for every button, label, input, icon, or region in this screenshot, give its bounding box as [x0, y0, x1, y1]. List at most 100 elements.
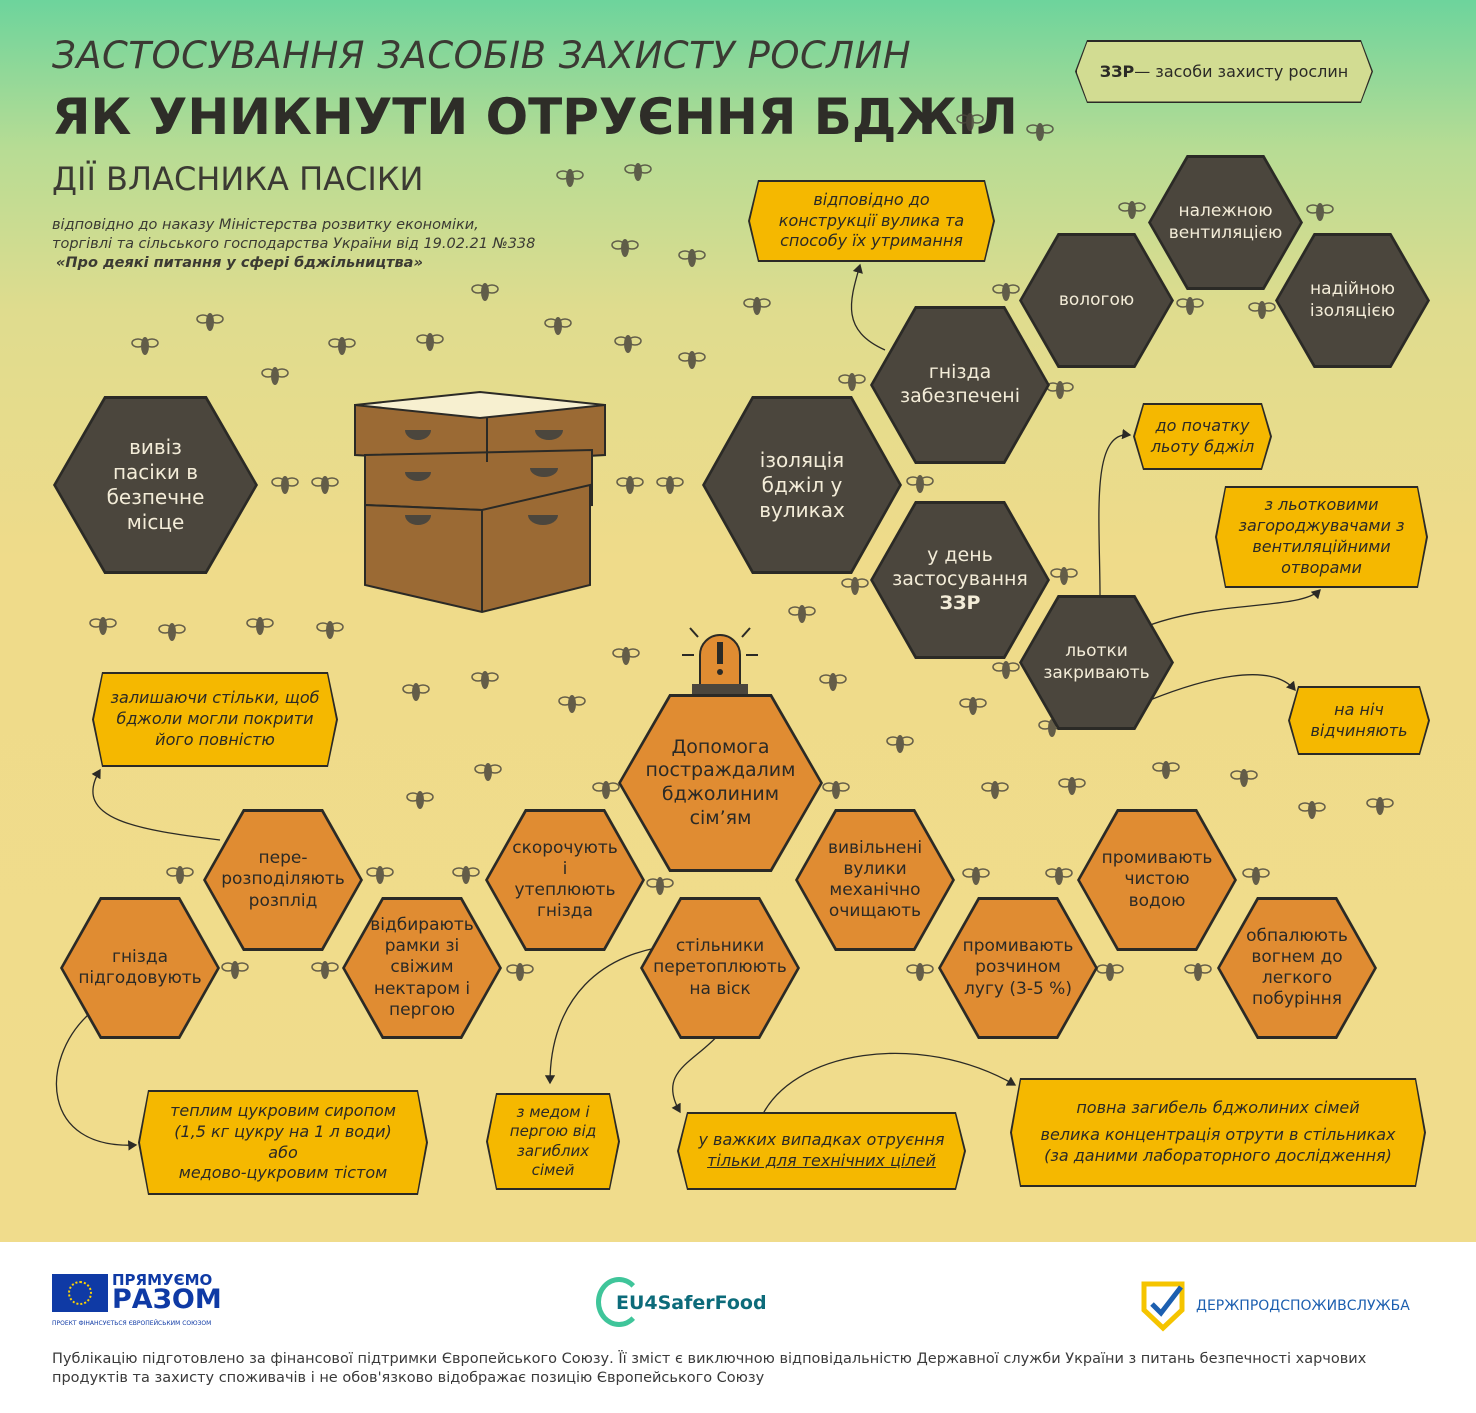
bee-icon: [452, 866, 480, 884]
callout-text: медово-цукровим тістом: [178, 1163, 388, 1183]
bee-icon: [474, 763, 502, 781]
bee-icon: [1096, 963, 1124, 981]
callout-barriers: з льотковими загороджувачами з вентиляці…: [1215, 486, 1428, 588]
bee-icon: [886, 735, 914, 753]
badge-text: — засоби захисту рослин: [1134, 62, 1349, 81]
beehive-illustration: [354, 390, 606, 614]
bee-icon: [1045, 867, 1073, 885]
hex-text: у день застосування: [892, 544, 1028, 591]
hex-ventilation: належною вентиляцією: [1148, 155, 1303, 290]
bee-icon: [981, 781, 1009, 799]
bee-icon: [471, 671, 499, 689]
bee-icon: [328, 337, 356, 355]
bee-icon: [624, 163, 652, 181]
bee-icon: [1026, 123, 1054, 141]
shield-check-icon: [1141, 1281, 1185, 1332]
bee-icon: [1306, 203, 1334, 221]
bee-icon: [131, 337, 159, 355]
hex-redistribute-brood: пере-розподіляють розплід: [203, 809, 363, 951]
callout-death: повна загибель бджолиних сімей велика кон…: [1010, 1078, 1426, 1187]
bee-icon: [246, 617, 274, 635]
ref-line: «Про деякі питання у сфері бджільництва»: [56, 255, 423, 271]
bee-icon: [838, 373, 866, 391]
bee-icon: [1230, 769, 1258, 787]
bee-icon: [402, 683, 430, 701]
callout-syrup: теплим цукровим сиропом (1,5 кг цукру на …: [138, 1090, 428, 1195]
bee-icon: [646, 877, 674, 895]
bee-icon: [1298, 801, 1326, 819]
bee-icon: [906, 475, 934, 493]
bee-icon: [906, 963, 934, 981]
badge-abbr: ЗЗР: [1099, 62, 1135, 81]
subtitle: ДІЇ ВЛАСНИКА ПАСІКИ: [52, 160, 424, 198]
bee-icon: [611, 239, 639, 257]
bee-icon: [221, 961, 249, 979]
bee-icon: [544, 317, 572, 335]
ref-line: торгівлі та сільського господарства Укра…: [52, 236, 536, 252]
callout-text: велика концентрація отрути в стільниках: [1040, 1125, 1396, 1145]
hex-moisture: вологою: [1019, 233, 1174, 368]
disclaimer: Публікацію підготовлено за фінансової пі…: [52, 1351, 1367, 1386]
bee-icon: [316, 621, 344, 639]
bee-icon: [819, 673, 847, 691]
bee-icon: [406, 791, 434, 809]
hex-text: ЗЗР: [939, 591, 981, 614]
connectors-and-illustrations: [55, 113, 1394, 1151]
hex-clean-hives: вивільнені вулики механічно очищають: [795, 809, 955, 951]
eu-logo-text: ПРЯМУЄМО: [112, 1271, 213, 1289]
bee-icon: [612, 647, 640, 665]
bee-icon: [1176, 297, 1204, 315]
bee-icon: [89, 617, 117, 635]
callout-leaving: залишаючи стільки, щоб бджоли могли покр…: [92, 672, 338, 767]
bee-icon: [614, 335, 642, 353]
callout-text: (за даними лабораторного дослідження): [1044, 1145, 1392, 1165]
bee-icon: [1050, 567, 1078, 585]
hex-close-entrances: льотки закривають: [1019, 595, 1174, 730]
dps-logo: ДЕРЖПРОДСПОЖИВСЛУЖБА: [1140, 1280, 1410, 1336]
callout-honey: з медом і пергою від загиблих сімей: [486, 1093, 620, 1190]
eu4-logo-text: EU4SaferFood: [616, 1292, 767, 1314]
bee-icon: [841, 577, 869, 595]
bee-icon: [506, 963, 534, 981]
callout-construction: відповідно до конструкції вулика та спос…: [748, 180, 995, 262]
ref-line: відповідно до наказу Міністерства розвит…: [52, 217, 479, 233]
bee-icon: [678, 351, 706, 369]
bee-icon: [1184, 963, 1212, 981]
hex-insulation: надійною ізоляцією: [1275, 233, 1430, 368]
bee-icon: [158, 623, 186, 641]
bee-icon: [743, 297, 771, 315]
eu-logo-text: РАЗОМ: [112, 1284, 222, 1315]
bee-icon: [822, 781, 850, 799]
bee-icon: [166, 866, 194, 884]
bee-icon: [416, 333, 444, 351]
bee-icon: [196, 313, 224, 331]
bee-icons: [89, 113, 1394, 981]
title-line2: ЯК УНИКНУТИ ОТРУЄННЯ БДЖІЛ: [52, 88, 1018, 146]
alarm-beacon-illustration: [682, 627, 758, 694]
hex-feed-nests: гнізда підгодовують: [60, 897, 220, 1039]
bee-icon: [271, 476, 299, 494]
bee-icon: [992, 283, 1020, 301]
bee-icon: [311, 476, 339, 494]
callout-severe: у важких випадках отруєння тільки для тех…: [677, 1112, 966, 1190]
hex-help-colonies: Допомога постраждалим бджолиним сім’ям: [618, 694, 823, 872]
title-line1: ЗАСТОСУВАННЯ ЗАСОБІВ ЗАХИСТУ РОСЛИН: [52, 34, 912, 77]
eu-logo-text: ПРОЕКТ ФІНАНСУЄТЬСЯ ЄВРОПЕЙСЬКИМ СОЮЗОМ: [52, 1320, 212, 1327]
bee-icon: [1046, 381, 1074, 399]
bee-icon: [992, 661, 1020, 679]
callout-text: тільки для технічних цілей: [707, 1151, 936, 1170]
bee-icon: [616, 476, 644, 494]
abbreviation-badge: ЗЗР — засоби захисту рослин: [1075, 40, 1373, 103]
bee-icon: [962, 867, 990, 885]
bee-icon: [366, 866, 394, 884]
bee-icon: [471, 283, 499, 301]
bee-icon: [556, 169, 584, 187]
callout-text: або: [268, 1142, 298, 1162]
bee-icon: [311, 961, 339, 979]
bee-icon: [1152, 761, 1180, 779]
hex-melt-combs: стільники перетоплюють на віск: [640, 897, 800, 1039]
hex-shorten-nests: скорочують і утеплюють гнізда: [485, 809, 645, 951]
eu-flag-icon: [52, 1274, 108, 1312]
bee-icon: [678, 249, 706, 267]
bee-icon: [1242, 867, 1270, 885]
